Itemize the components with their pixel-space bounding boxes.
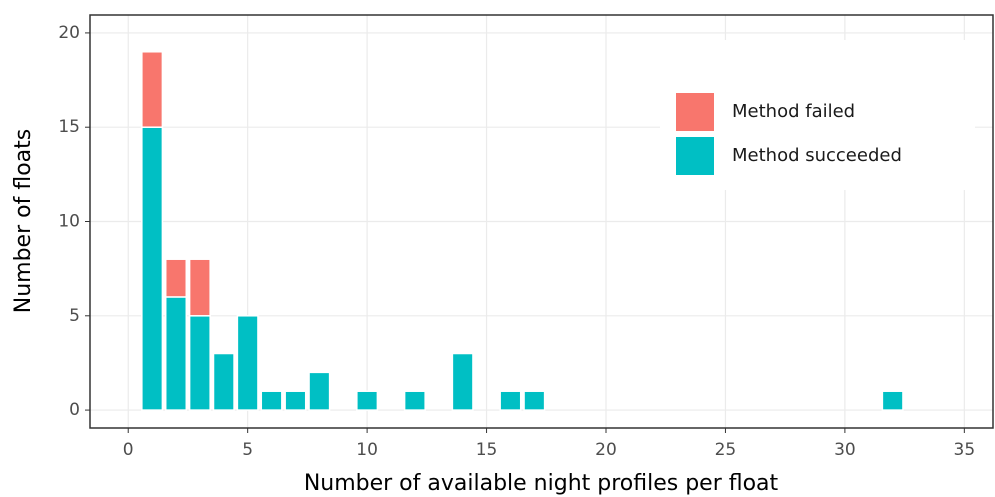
x-tick-label: 20	[595, 440, 617, 460]
x-tick-label: 25	[715, 440, 737, 460]
bar-segment	[188, 258, 211, 317]
bar-segment	[164, 258, 188, 298]
bar-segment	[403, 390, 426, 411]
bar-segment	[141, 51, 164, 128]
bar-segment	[141, 126, 164, 411]
x-tick-label: 10	[356, 440, 378, 460]
y-tick-label: 20	[58, 23, 80, 43]
legend-label: Method succeeded	[732, 145, 902, 166]
bar-segment	[284, 390, 307, 411]
bar-segment	[881, 390, 904, 411]
x-axis-title: Number of available night profiles per f…	[304, 471, 779, 496]
x-tick-label: 15	[476, 440, 498, 460]
legend-swatch	[674, 91, 716, 133]
bar-segment	[356, 390, 379, 411]
x-tick-label: 5	[242, 440, 253, 460]
bar-segment	[260, 390, 283, 411]
y-tick-label: 0	[69, 400, 80, 420]
bar-segment	[451, 352, 474, 411]
bar-segment	[212, 352, 235, 411]
legend-label: Method failed	[732, 101, 855, 122]
bar-segment	[164, 296, 188, 411]
y-axis-title: Number of floats	[11, 129, 36, 313]
bar-segment	[499, 390, 522, 411]
bar-segment	[523, 390, 546, 411]
bar-segment	[308, 371, 331, 411]
y-tick-label: 15	[58, 117, 80, 137]
bar-segment	[188, 315, 211, 411]
x-tick-label: 35	[954, 440, 976, 460]
y-tick-label: 10	[58, 212, 80, 232]
bar-segment	[236, 315, 259, 411]
x-tick-label: 0	[123, 440, 134, 460]
y-tick-label: 5	[69, 306, 80, 326]
x-tick-label: 30	[834, 440, 856, 460]
legend-swatch	[674, 135, 716, 177]
legend: Method failed Method succeeded	[660, 40, 975, 190]
panel-border	[89, 14, 994, 429]
